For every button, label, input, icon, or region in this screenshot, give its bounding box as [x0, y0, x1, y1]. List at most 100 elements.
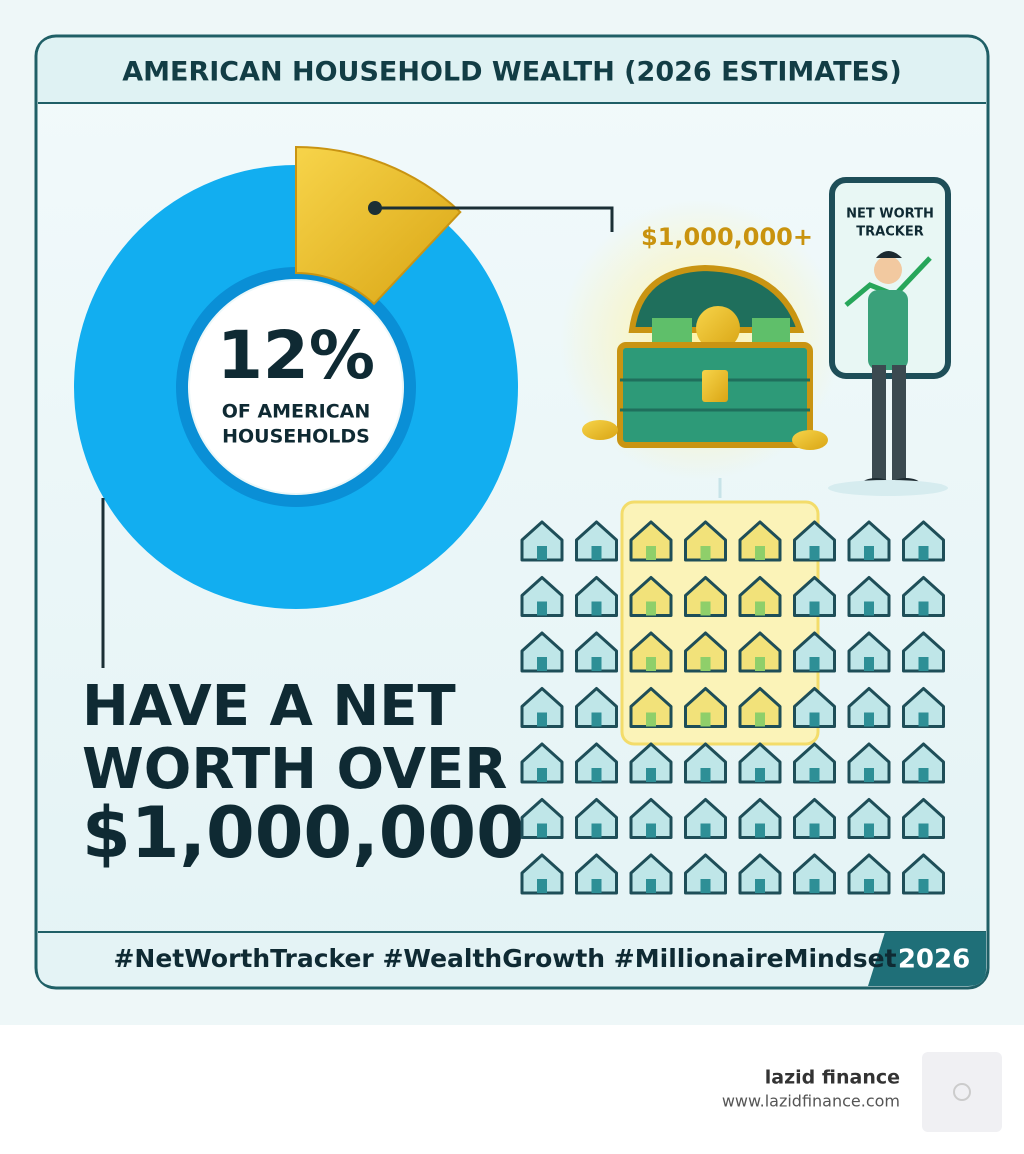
house-door: [700, 879, 711, 893]
headline: WORTH OVER: [82, 737, 507, 802]
house-door: [864, 823, 874, 838]
house-door: [809, 768, 820, 782]
house-grid: [520, 520, 945, 895]
house: [902, 520, 945, 562]
house: [793, 576, 836, 617]
house-door: [755, 768, 765, 782]
house-door: [537, 657, 547, 671]
house: [520, 742, 564, 784]
house-door: [646, 657, 656, 671]
connector: [375, 206, 614, 232]
house-door: [646, 879, 656, 893]
person: [862, 251, 920, 490]
house: [575, 520, 618, 562]
house: [902, 853, 945, 895]
house-door: [918, 879, 929, 893]
house-door: [700, 768, 711, 782]
house-door: [809, 712, 820, 727]
title-bar: [38, 38, 986, 103]
house-door: [755, 546, 765, 560]
house-door: [591, 712, 602, 727]
house: [738, 576, 782, 617]
shadow: [828, 480, 948, 496]
house: [847, 631, 891, 673]
donut-hole: [190, 281, 402, 493]
house: [738, 520, 782, 562]
house-door: [918, 768, 929, 782]
house: [738, 687, 782, 728]
house-door: [537, 712, 547, 727]
house-door: [537, 768, 547, 782]
house-door: [591, 768, 602, 782]
house: [793, 853, 836, 895]
house: [847, 742, 891, 784]
donut-caption: OF AMERICAN: [222, 401, 371, 423]
house-door: [591, 823, 602, 838]
house: [575, 687, 618, 728]
house: [575, 798, 618, 839]
house-door: [755, 712, 765, 727]
house-door: [700, 823, 711, 838]
house-door: [700, 546, 711, 560]
house: [684, 687, 727, 728]
house: [793, 798, 836, 839]
house: [629, 687, 673, 728]
phone-label: NET WORTH: [846, 207, 934, 222]
house: [629, 631, 673, 673]
house: [847, 853, 891, 895]
house-door: [537, 823, 547, 838]
house: [793, 520, 836, 562]
house-door: [864, 657, 874, 671]
house: [902, 576, 945, 617]
house-door: [755, 657, 765, 671]
house: [684, 520, 727, 562]
house-door: [646, 601, 656, 616]
house: [520, 631, 564, 673]
house-door: [918, 657, 929, 671]
house: [520, 687, 564, 728]
house: [684, 798, 727, 839]
donut-chart: 12% OF AMERICAN HOUSEHOLDS: [74, 145, 518, 609]
house: [629, 798, 673, 839]
house-door: [864, 712, 874, 727]
house-door: [646, 768, 656, 782]
house: [629, 853, 673, 895]
house: [520, 853, 564, 895]
house-door: [809, 546, 820, 560]
house: [629, 576, 673, 617]
house: [738, 853, 782, 895]
house-door: [864, 768, 874, 782]
house-door: [918, 601, 929, 616]
house-door: [918, 823, 929, 838]
house: [902, 742, 945, 784]
headline: HAVE A NET: [82, 674, 456, 739]
treasure-chest: [582, 264, 828, 450]
house-door: [918, 712, 929, 727]
house: [847, 520, 891, 562]
house: [629, 742, 673, 784]
house-door: [918, 546, 929, 560]
brand-url: www.lazidfinance.com: [722, 1092, 900, 1111]
house-door: [755, 879, 765, 893]
house-door: [809, 823, 820, 838]
house: [793, 742, 836, 784]
year-badge: [868, 932, 986, 986]
donut-caption: HOUSEHOLDS: [222, 426, 370, 448]
house-door: [591, 657, 602, 671]
headline: $1,000,000: [82, 792, 525, 874]
house-door: [646, 823, 656, 838]
house: [738, 798, 782, 839]
treasure-label: $1,000,000+: [641, 223, 813, 251]
house-door: [700, 657, 711, 671]
house: [902, 631, 945, 673]
house: [684, 576, 727, 617]
house-door: [864, 879, 874, 893]
house: [847, 798, 891, 839]
house: [793, 631, 836, 673]
house-door: [864, 601, 874, 616]
brand-logo: [922, 1052, 1002, 1132]
phone-label: TRACKER: [856, 225, 923, 240]
house-door: [864, 546, 874, 560]
house-door: [809, 879, 820, 893]
